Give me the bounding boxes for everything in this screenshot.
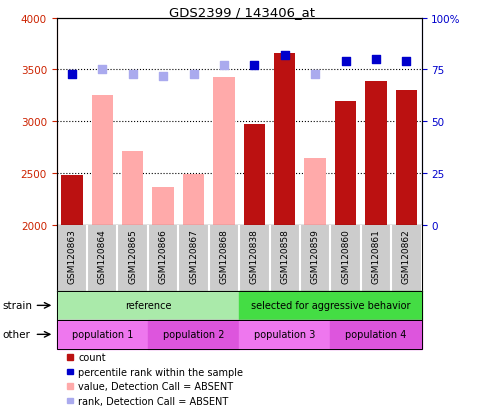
Text: population 2: population 2	[163, 330, 224, 339]
Bar	[365, 81, 387, 225]
Text: population 4: population 4	[345, 330, 407, 339]
Text: GSM120863: GSM120863	[68, 228, 76, 283]
Text: GSM120868: GSM120868	[219, 228, 228, 283]
Point	[159, 73, 167, 80]
Text: reference: reference	[125, 301, 171, 311]
Text: GSM120861: GSM120861	[371, 228, 381, 283]
Text: GSM120864: GSM120864	[98, 228, 107, 283]
Bar	[152, 188, 174, 225]
Point	[342, 59, 350, 65]
Text: GSM120865: GSM120865	[128, 228, 137, 283]
Point	[281, 52, 288, 59]
Text: GSM120858: GSM120858	[280, 228, 289, 283]
Bar	[213, 77, 235, 225]
Point	[98, 67, 106, 74]
Text: GSM120860: GSM120860	[341, 228, 350, 283]
Bar	[305, 159, 326, 225]
Bar	[183, 174, 204, 225]
Text: GSM120838: GSM120838	[250, 228, 259, 283]
Point	[311, 71, 319, 78]
Text: population 1: population 1	[71, 330, 133, 339]
Bar	[396, 91, 417, 225]
Point	[68, 71, 76, 78]
Text: percentile rank within the sample: percentile rank within the sample	[78, 367, 244, 377]
Bar	[274, 54, 295, 225]
Text: population 3: population 3	[254, 330, 316, 339]
Text: GDS2399 / 143406_at: GDS2399 / 143406_at	[169, 6, 315, 19]
Text: GSM120866: GSM120866	[159, 228, 168, 283]
Text: GSM120867: GSM120867	[189, 228, 198, 283]
Point	[250, 63, 258, 69]
Text: value, Detection Call = ABSENT: value, Detection Call = ABSENT	[78, 381, 234, 391]
Bar	[122, 152, 143, 225]
Text: GSM120862: GSM120862	[402, 228, 411, 283]
Bar	[61, 176, 82, 225]
Text: selected for aggressive behavior: selected for aggressive behavior	[250, 301, 410, 311]
Point	[189, 71, 197, 78]
Bar	[92, 96, 113, 225]
Point	[402, 59, 410, 65]
Point	[372, 57, 380, 63]
Text: other: other	[2, 330, 31, 339]
Bar	[335, 102, 356, 225]
Point	[129, 71, 137, 78]
Bar	[244, 125, 265, 225]
Text: count: count	[78, 352, 106, 362]
Point	[220, 63, 228, 69]
Text: GSM120859: GSM120859	[311, 228, 319, 283]
Text: rank, Detection Call = ABSENT: rank, Detection Call = ABSENT	[78, 396, 229, 406]
Text: strain: strain	[2, 301, 33, 311]
